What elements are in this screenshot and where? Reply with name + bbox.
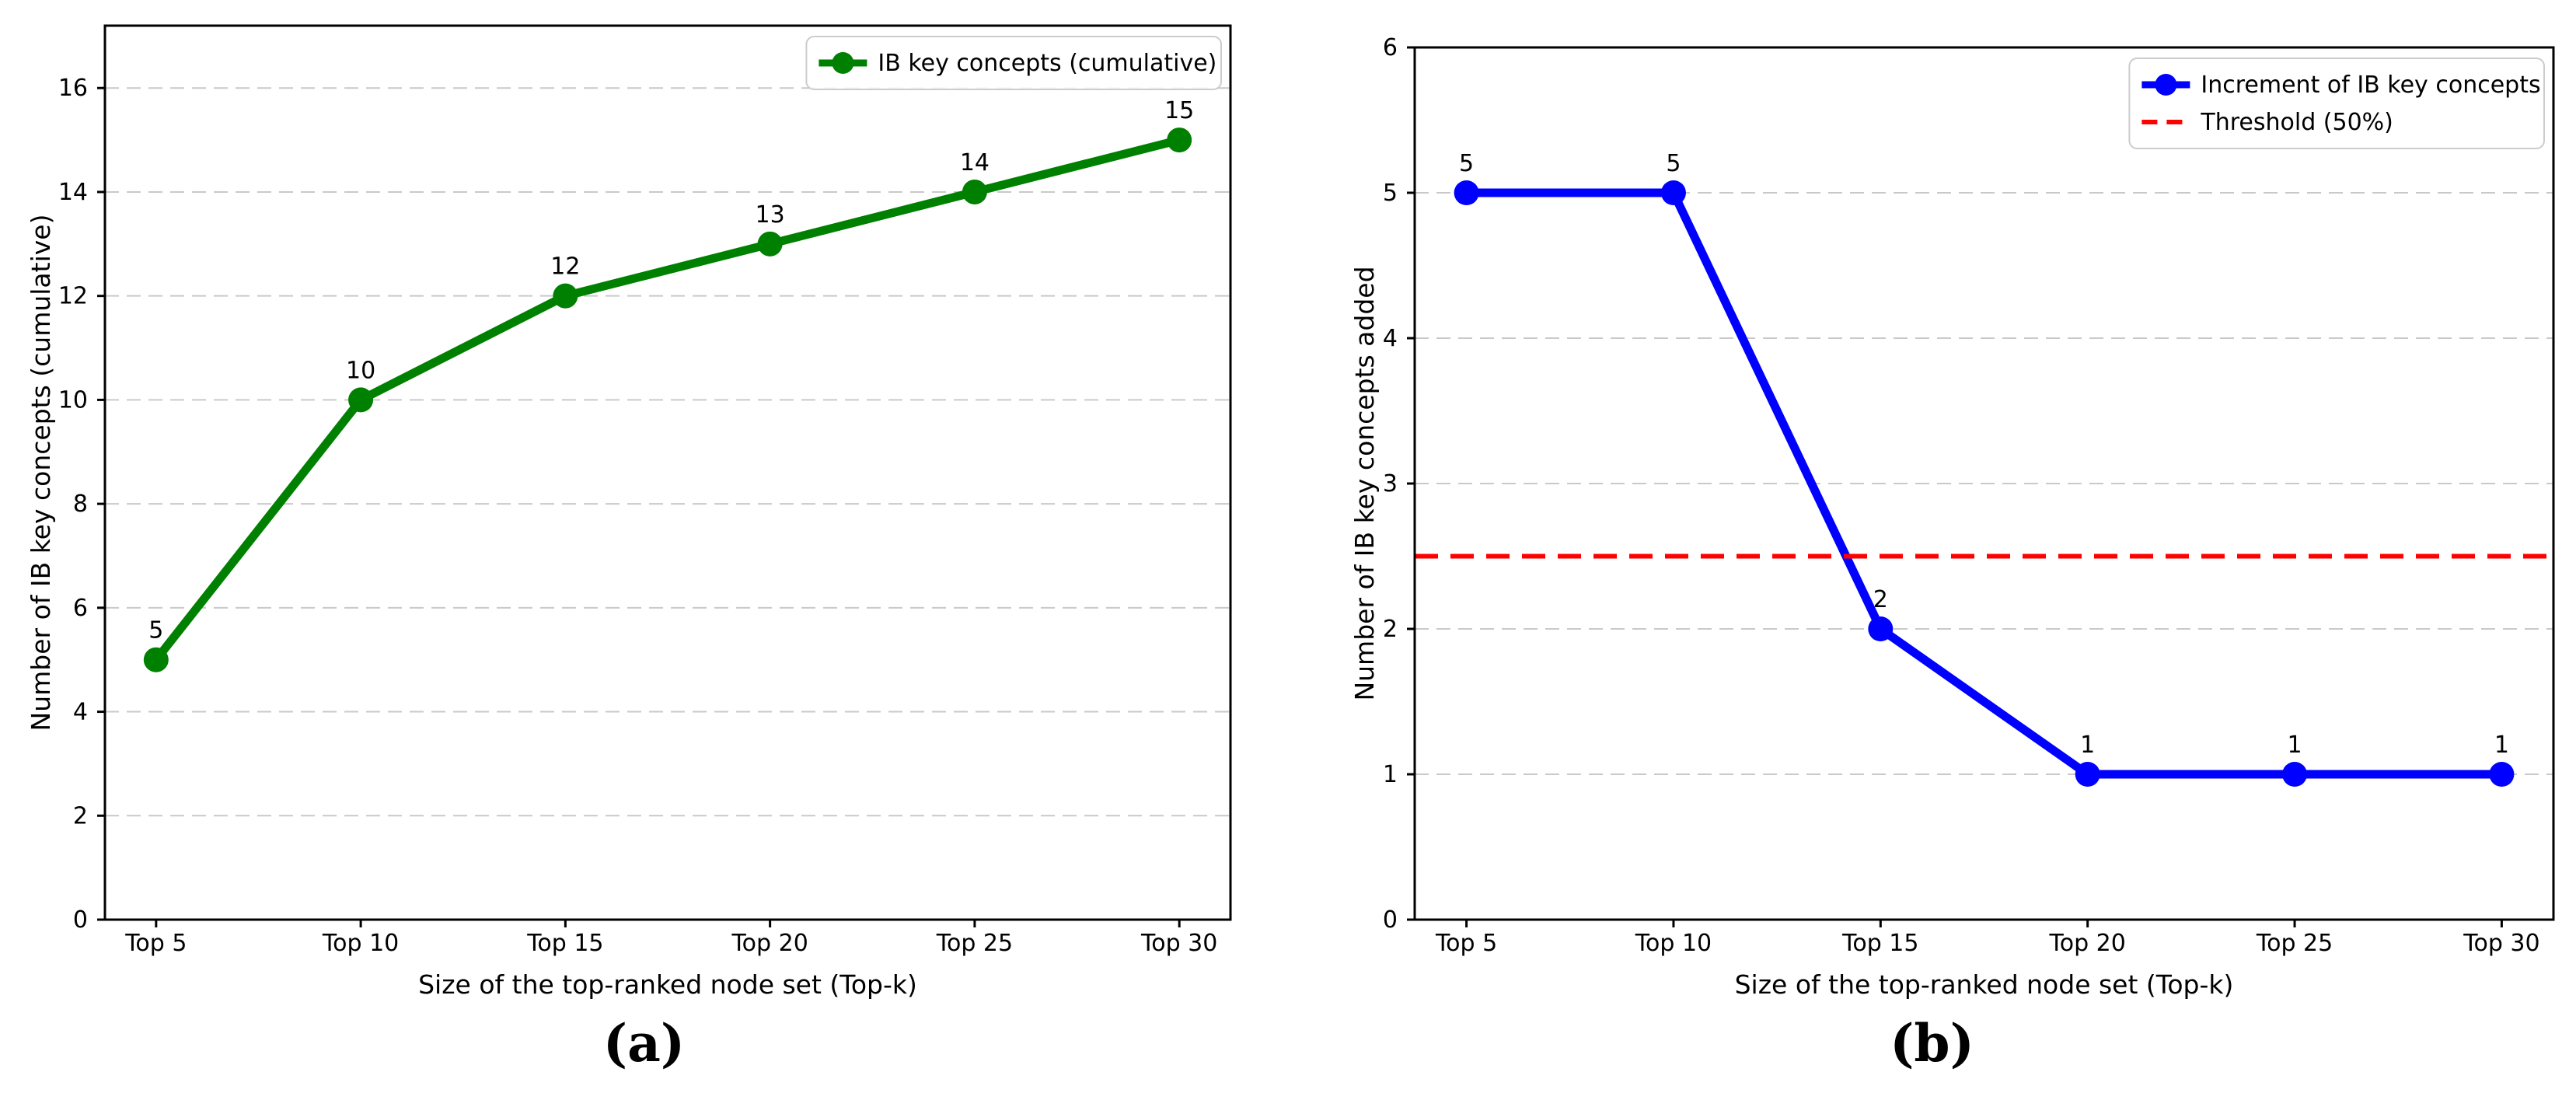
chart-panel-b: 5 5 2 1 1 1 0 1 2 3 4 5 6 Top 5 Top 10 Top 15 Top 20 Top … bbox=[1288, 0, 2576, 1093]
x-tick-label: Top 5 bbox=[124, 930, 187, 957]
caption-a: (a) bbox=[602, 1013, 686, 1074]
y-tick-label: 0 bbox=[73, 906, 88, 934]
x-axis-ticks: Top 5 Top 10 Top 15 Top 20 Top 25 Top 30 bbox=[124, 920, 1217, 957]
x-tick-label: Top 10 bbox=[322, 930, 399, 957]
y-tick-label: 10 bbox=[58, 386, 88, 414]
legend-item: Threshold (50%) bbox=[2141, 109, 2393, 136]
y-tick-label: 2 bbox=[1383, 616, 1398, 643]
x-tick-label: Top 20 bbox=[2049, 930, 2126, 957]
x-tick-label: Top 20 bbox=[731, 930, 808, 957]
x-tick-label: Top 5 bbox=[1435, 930, 1497, 957]
legend-label: Increment of IB key concepts bbox=[2201, 72, 2540, 99]
series-markers bbox=[143, 127, 1192, 672]
y-axis-ticks: 0 2 4 6 8 10 12 14 16 bbox=[58, 75, 105, 934]
data-point-marker bbox=[348, 387, 374, 413]
point-label: 5 bbox=[148, 617, 163, 644]
x-tick-label: Top 30 bbox=[1140, 930, 1217, 957]
legend: IB key concepts (cumulative) bbox=[805, 36, 1222, 90]
data-point-marker bbox=[2282, 762, 2308, 787]
point-label: 10 bbox=[346, 357, 375, 384]
y-axis-label: Number of IB key concepts (cumulative) bbox=[26, 215, 56, 732]
series-line bbox=[152, 135, 1184, 665]
caption-b: (b) bbox=[1890, 1013, 1974, 1074]
plot-border bbox=[103, 24, 1232, 921]
data-point-marker bbox=[962, 179, 987, 204]
x-tick-label: Top 10 bbox=[1635, 930, 1712, 957]
data-point-marker bbox=[1868, 616, 1894, 641]
data-point-marker bbox=[143, 647, 169, 672]
y-tick-label: 0 bbox=[1383, 906, 1398, 934]
y-tick-label: 4 bbox=[1383, 325, 1398, 352]
y-tick-label: 3 bbox=[1383, 470, 1398, 498]
data-point-marker bbox=[1454, 180, 1479, 205]
x-tick-label: Top 25 bbox=[936, 930, 1013, 957]
point-label: 12 bbox=[550, 253, 580, 281]
legend-label: IB key concepts (cumulative) bbox=[878, 50, 1216, 77]
point-label: 15 bbox=[1164, 97, 1194, 124]
x-axis-label: Size of the top-ranked node set (Top-k) bbox=[418, 969, 917, 1000]
plot-background bbox=[1288, 0, 2576, 1003]
point-label: 1 bbox=[2080, 732, 2095, 759]
y-tick-label: 6 bbox=[1383, 34, 1398, 61]
legend-box bbox=[805, 36, 1222, 90]
x-tick-label: Top 30 bbox=[2463, 930, 2539, 957]
y-tick-label: 5 bbox=[1383, 180, 1398, 207]
point-label: 5 bbox=[1459, 150, 1474, 177]
point-label: 2 bbox=[1873, 586, 1888, 613]
y-tick-label: 4 bbox=[73, 699, 88, 726]
y-tick-label: 1 bbox=[1383, 761, 1398, 788]
plot-background bbox=[0, 0, 1288, 1003]
legend-item: IB key concepts (cumulative) bbox=[819, 50, 1216, 77]
legend-marker-sample bbox=[832, 52, 854, 74]
x-axis-label: Size of the top-ranked node set (Top-k) bbox=[1735, 969, 2234, 1000]
y-tick-label: 14 bbox=[58, 179, 88, 206]
legend: Increment of IB key concepts Threshold (5… bbox=[2128, 58, 2545, 149]
legend-box bbox=[2128, 58, 2545, 149]
series-line bbox=[1462, 188, 2506, 779]
legend-marker-sample bbox=[2155, 74, 2177, 96]
series-markers bbox=[1454, 180, 2515, 787]
line-chart-a: 5 10 12 13 14 15 0 2 4 6 8 10 12 14 16 Top 5 Top 10 Top 1… bbox=[0, 0, 1288, 1003]
point-labels: 5 5 2 1 1 1 bbox=[1459, 150, 2509, 759]
x-tick-label: Top 15 bbox=[526, 930, 603, 957]
point-label: 1 bbox=[2287, 732, 2302, 759]
legend-item: Increment of IB key concepts bbox=[2141, 72, 2541, 99]
y-tick-label: 12 bbox=[58, 283, 88, 310]
y-tick-label: 2 bbox=[73, 802, 88, 829]
point-label: 14 bbox=[960, 149, 990, 176]
y-tick-label: 16 bbox=[58, 75, 88, 102]
point-label: 1 bbox=[2494, 732, 2509, 759]
y-axis-label: Number of IB key concepts added bbox=[1349, 266, 1380, 700]
data-point-marker bbox=[2075, 762, 2100, 787]
x-axis-ticks: Top 5 Top 10 Top 15 Top 20 Top 25 Top 30 bbox=[1435, 920, 2540, 957]
data-point-marker bbox=[553, 283, 578, 309]
y-axis-ticks: 0 1 2 3 4 5 6 bbox=[1383, 34, 1415, 934]
x-tick-label: Top 25 bbox=[2256, 930, 2333, 957]
chart-panel-a: 5 10 12 13 14 15 0 2 4 6 8 10 12 14 16 Top 5 Top 10 Top 1… bbox=[0, 0, 1288, 1074]
data-point-marker bbox=[1660, 180, 1686, 205]
point-label: 13 bbox=[756, 201, 785, 229]
y-tick-label: 8 bbox=[73, 491, 88, 518]
data-point-marker bbox=[757, 231, 783, 257]
y-tick-label: 6 bbox=[73, 595, 88, 622]
data-point-marker bbox=[2489, 762, 2515, 787]
x-tick-label: Top 15 bbox=[1841, 930, 1918, 957]
point-label: 5 bbox=[1666, 150, 1681, 177]
point-labels: 5 10 12 13 14 15 bbox=[148, 97, 1194, 644]
data-point-marker bbox=[1167, 127, 1192, 153]
legend-label: Threshold (50%) bbox=[2200, 109, 2393, 136]
